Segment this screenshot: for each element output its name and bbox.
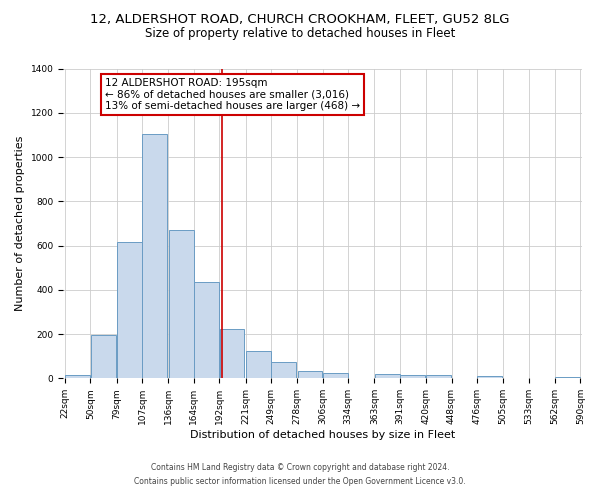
Bar: [169, 230, 194, 378]
Bar: [271, 362, 296, 378]
Bar: [374, 374, 400, 378]
Y-axis label: Number of detached properties: Number of detached properties: [15, 136, 25, 311]
Bar: [65, 375, 90, 378]
Bar: [220, 328, 244, 378]
Text: 12 ALDERSHOT ROAD: 195sqm
← 86% of detached houses are smaller (3,016)
13% of se: 12 ALDERSHOT ROAD: 195sqm ← 86% of detac…: [105, 78, 360, 111]
Bar: [117, 242, 142, 378]
Bar: [555, 377, 580, 378]
Bar: [91, 335, 116, 378]
Text: 12, ALDERSHOT ROAD, CHURCH CROOKHAM, FLEET, GU52 8LG: 12, ALDERSHOT ROAD, CHURCH CROOKHAM, FLE…: [90, 12, 510, 26]
Bar: [323, 373, 348, 378]
X-axis label: Distribution of detached houses by size in Fleet: Distribution of detached houses by size …: [190, 430, 455, 440]
Bar: [427, 375, 451, 378]
Bar: [194, 282, 219, 378]
Bar: [477, 376, 502, 378]
Bar: [400, 375, 425, 378]
Bar: [246, 350, 271, 378]
Text: Contains public sector information licensed under the Open Government Licence v3: Contains public sector information licen…: [134, 477, 466, 486]
Bar: [298, 370, 322, 378]
Bar: [142, 134, 167, 378]
Text: Size of property relative to detached houses in Fleet: Size of property relative to detached ho…: [145, 28, 455, 40]
Text: Contains HM Land Registry data © Crown copyright and database right 2024.: Contains HM Land Registry data © Crown c…: [151, 464, 449, 472]
